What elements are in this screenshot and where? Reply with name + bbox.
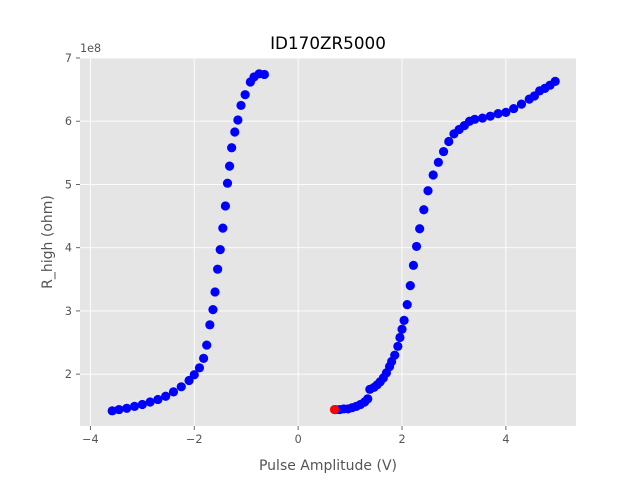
data-point (405, 281, 415, 291)
x-tick-label: −2 (186, 433, 203, 446)
axis-ticks: −4 −2 0 2 4 2 3 4 5 6 7 (65, 52, 510, 446)
data-point (236, 100, 246, 111)
x-axis-label: Pulse Amplitude (V) (259, 458, 397, 474)
data-point (168, 387, 179, 397)
data-point (224, 161, 235, 171)
data-point (395, 332, 405, 343)
y-tick-label: 7 (65, 52, 72, 65)
y-tick-label: 2 (65, 368, 72, 381)
y-tick-label: 5 (65, 178, 72, 191)
data-point (205, 320, 215, 330)
data-point (501, 107, 511, 117)
chart-title: ID170ZR5000 (270, 33, 386, 53)
data-point (477, 113, 488, 123)
data-point (470, 114, 480, 124)
data-point (230, 127, 240, 137)
data-point (210, 287, 220, 297)
data-point (233, 115, 243, 125)
data-point (194, 363, 205, 373)
data-point (444, 136, 454, 147)
data-point (493, 109, 503, 119)
grid-lines (80, 57, 576, 426)
data-point (399, 315, 409, 326)
data-point (122, 403, 132, 413)
data-point (390, 350, 400, 360)
data-point (259, 69, 269, 80)
data-point (137, 399, 147, 410)
data-point (428, 170, 438, 180)
data-point (419, 205, 429, 215)
data-point (509, 103, 519, 114)
data-point (208, 305, 218, 315)
data-point (550, 76, 560, 86)
data-point (438, 146, 449, 157)
data-point (397, 324, 407, 334)
data-point (240, 90, 250, 100)
x-tick-label: 0 (295, 433, 302, 446)
data-point (199, 353, 209, 363)
data-point (485, 111, 495, 121)
data-point (218, 223, 228, 233)
y-tick-label: 3 (65, 305, 72, 318)
data-point (516, 99, 527, 109)
x-tick-label: 2 (398, 433, 405, 446)
data-point (408, 260, 419, 270)
data-point (222, 178, 233, 188)
data-point (411, 241, 422, 252)
data-point (176, 382, 186, 392)
data-point (129, 401, 140, 411)
data-point (220, 201, 231, 211)
data-point (393, 341, 403, 351)
data-point (363, 394, 373, 404)
data-point-start (329, 404, 340, 415)
data-point (153, 394, 163, 405)
data-point (189, 370, 199, 380)
data-point (227, 143, 237, 153)
y-tick-label: 6 (65, 115, 72, 128)
data-point (415, 224, 425, 234)
x-tick-label: −4 (82, 433, 99, 446)
data-point (433, 157, 443, 167)
y-axis-label: R_high (ohm) (40, 195, 56, 289)
y-tick-label: 4 (65, 242, 72, 255)
data-point (213, 264, 223, 274)
y-axis-offset-label: 1e8 (80, 42, 101, 55)
data-point (161, 391, 171, 401)
data-point (215, 244, 225, 255)
data-point (402, 299, 412, 310)
data-points (107, 69, 560, 416)
data-point (202, 340, 212, 350)
data-point (145, 397, 155, 407)
x-tick-label: 4 (502, 433, 509, 446)
data-point (423, 186, 433, 196)
data-point (114, 404, 124, 415)
